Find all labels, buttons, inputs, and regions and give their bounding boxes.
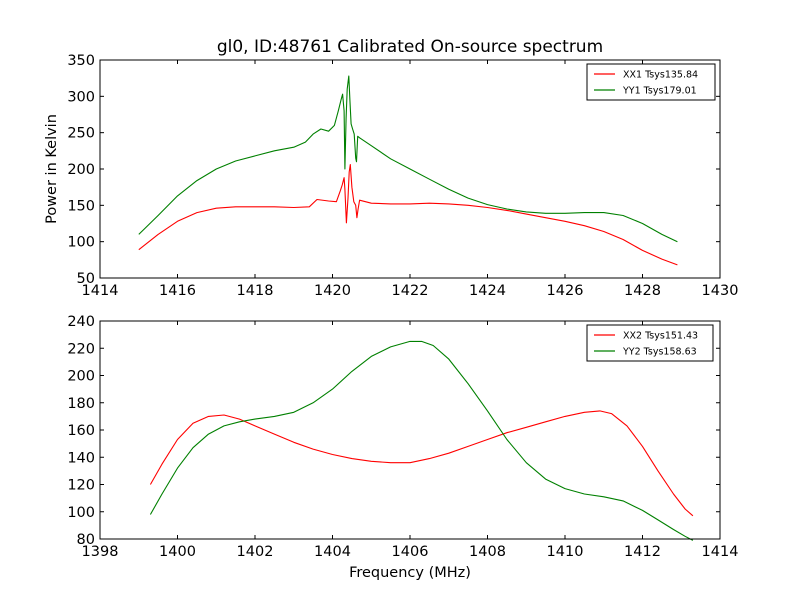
legend: XX2 Tsys151.43 YY2 Tsys158.63	[586, 324, 714, 362]
y-tick-label: 350	[67, 53, 95, 69]
x-tick-label: 1402	[237, 544, 274, 560]
x-tick-label: 1400	[159, 544, 196, 560]
y-tick-label: 250	[67, 126, 95, 142]
x-tick-label: 1418	[237, 283, 274, 299]
legend-box	[586, 63, 716, 101]
y-tick-label: 140	[67, 450, 95, 466]
y-tick-label: 300	[67, 89, 95, 105]
y-tick-label: 100	[67, 505, 95, 521]
x-tick-label: 1426	[547, 283, 584, 299]
y-tick-label: 50	[77, 271, 95, 287]
x-tick-label: 1404	[314, 544, 351, 560]
y-tick-label: 150	[67, 198, 95, 214]
x-tick-label: 1406	[392, 544, 429, 560]
legend-entry: XX2 Tsys151.43	[623, 331, 698, 342]
y-tick-label: 200	[67, 162, 95, 178]
x-tick-label: 1414	[702, 544, 739, 560]
x-tick-label: 1420	[314, 283, 351, 299]
x-tick-label: 1428	[624, 283, 661, 299]
x-axis-label-bottom: Frequency (MHz)	[349, 565, 471, 581]
x-tick-label: 1398	[82, 544, 119, 560]
legend-entry: XX1 Tsys135.84	[623, 70, 698, 81]
x-tick-label: 1430	[702, 283, 739, 299]
series-line-yy2	[149, 340, 694, 541]
legend: XX1 Tsys135.84 YY1 Tsys179.01	[586, 63, 716, 101]
x-tick-label: 1410	[547, 544, 584, 560]
y-tick-label: 100	[67, 235, 95, 251]
x-tick-label: 1422	[392, 283, 429, 299]
series-line-xx1	[138, 164, 678, 266]
chart-title: gl0, ID:48761 Calibrated On-source spect…	[217, 37, 603, 57]
legend-entry: YY1 Tsys179.01	[622, 86, 697, 97]
legend-box	[586, 324, 714, 362]
x-tick-label: 1412	[624, 544, 661, 560]
y-tick-label: 120	[67, 478, 95, 494]
x-tick-label: 1408	[469, 544, 506, 560]
y-axis-label-top: Power in Kelvin	[44, 114, 60, 224]
x-tick-label: 1414	[82, 283, 119, 299]
series-line-xx2	[149, 410, 694, 517]
y-tick-label: 200	[67, 369, 95, 385]
y-tick-label: 180	[67, 396, 95, 412]
series-line-yy1	[138, 75, 678, 243]
chart-panel-2: 1398 1400 1402 1404 1406 1408 1410 1412 1414 80 10…	[67, 314, 738, 560]
chart-panel-1: 1414 1416 1418 1420 1422 1424 1426 1428 1430 50 10…	[67, 53, 738, 299]
y-tick-label: 160	[67, 423, 95, 439]
x-tick-label: 1416	[159, 283, 196, 299]
y-tick-label: 80	[77, 532, 95, 548]
x-tick-label: 1424	[469, 283, 506, 299]
legend-entry: YY2 Tsys158.63	[622, 347, 697, 358]
y-tick-label: 240	[67, 314, 95, 330]
y-tick-label: 220	[67, 341, 95, 357]
